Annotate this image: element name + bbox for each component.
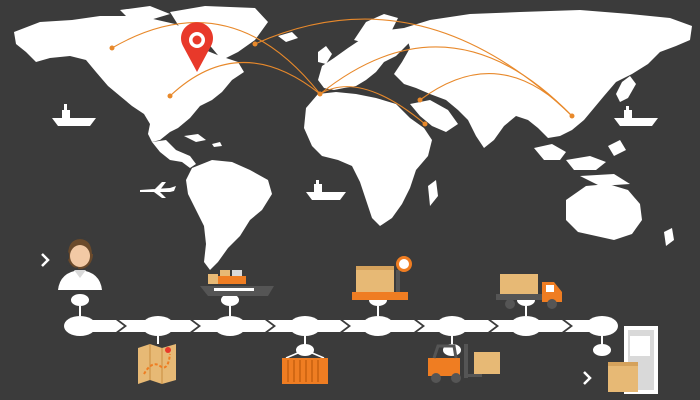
timeline-node[interactable]: [289, 316, 321, 336]
chevron-right-icon: [41, 253, 50, 267]
route-dot: [109, 45, 115, 51]
caribbean-islands: [184, 134, 222, 147]
scandinavia-landmass: [354, 14, 398, 44]
route-dot: [422, 121, 428, 127]
route-dot: [252, 41, 258, 47]
delivery-truck-icon: [496, 274, 562, 309]
timeline-node[interactable]: [142, 316, 174, 336]
greenland-landmass: [170, 6, 268, 60]
door-delivery-icon: [608, 326, 658, 394]
africa-landmass: [304, 92, 432, 226]
timeline-node[interactable]: [510, 316, 542, 336]
timeline-bar: [66, 320, 616, 332]
location-pin-icon[interactable]: [181, 22, 213, 72]
timeline-chevrons: [116, 320, 573, 332]
route-arc: [419, 73, 573, 117]
central-america-landmass: [152, 140, 196, 168]
weighing-scale-box-icon: [352, 256, 412, 300]
route-map-icon: [138, 344, 176, 384]
process-timeline: [41, 236, 658, 394]
australia-landmass: [566, 184, 642, 240]
ocean-ships: [52, 104, 658, 200]
japan-landmass: [616, 76, 636, 102]
iceland-landmass: [278, 32, 298, 42]
southeast-asia-islands: [534, 140, 630, 186]
asia-landmass: [394, 10, 692, 148]
route-dot: [317, 91, 323, 97]
madagascar-landmass: [428, 180, 438, 206]
europe-landmass: [318, 28, 414, 90]
timeline-node[interactable]: [362, 316, 394, 336]
ship-icon: [614, 106, 658, 126]
new-zealand-landmass: [664, 228, 674, 246]
timeline-node[interactable]: [586, 316, 618, 336]
route-arc: [319, 86, 426, 125]
airplane-icon: [140, 182, 176, 198]
cargo-ship-icon: [200, 270, 274, 296]
route-dot: [417, 97, 423, 103]
timeline-nodes: [64, 316, 618, 336]
arctic-islands: [98, 6, 170, 30]
shipping-routes: [111, 18, 573, 125]
south-america-landmass: [186, 160, 272, 270]
ship-icon: [306, 180, 346, 200]
route-arc: [319, 46, 573, 117]
timeline-node[interactable]: [64, 316, 96, 336]
uk-landmass: [318, 46, 332, 64]
route-arc: [111, 22, 321, 95]
customer-support-agent-icon: [58, 236, 102, 290]
route-dot: [569, 113, 575, 119]
route-arc: [169, 61, 321, 97]
forklift-icon: [428, 344, 500, 383]
ship-icon: [52, 104, 96, 126]
arabia-landmass: [410, 100, 458, 132]
chevron-right-icon: [583, 371, 592, 385]
route-dot: [167, 93, 173, 99]
timeline-node[interactable]: [436, 316, 468, 336]
container-crane-icon: [282, 344, 328, 384]
timeline-node[interactable]: [214, 316, 246, 336]
route-endpoints: [109, 41, 575, 127]
